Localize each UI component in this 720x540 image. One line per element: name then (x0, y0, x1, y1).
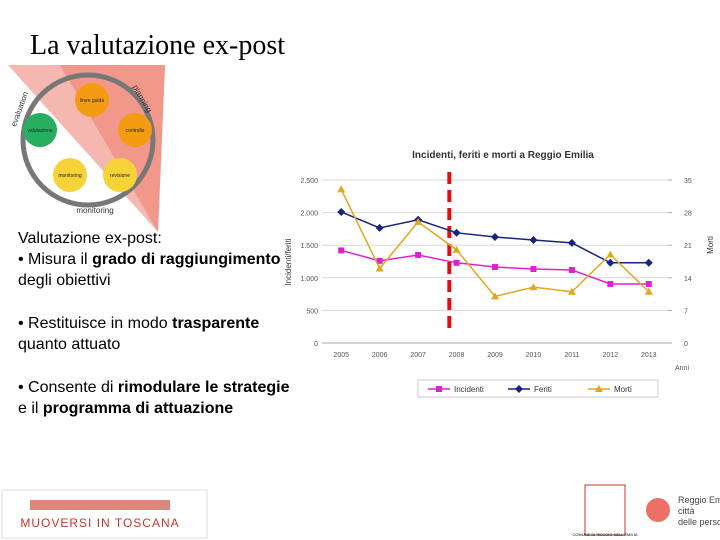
y2-tick-label: 28 (684, 211, 692, 218)
point (606, 258, 615, 267)
node-label: revisione (110, 173, 130, 179)
point (338, 247, 345, 254)
point (529, 235, 538, 244)
bullet-segment: • Restituisce in modo (18, 315, 173, 332)
bullet-segment: rimodulare le strategie (117, 379, 290, 396)
cycle-diagram (8, 65, 165, 232)
point (376, 257, 383, 264)
legend-label: Morti (614, 385, 632, 394)
y-tick-label: 2.000 (300, 211, 318, 218)
x-tick-label: 2013 (641, 352, 657, 359)
bullet: • Misura il grado di raggiungimento degl… (18, 249, 290, 291)
node-label: controllo (126, 128, 145, 134)
bullet-segment: • Misura il (18, 251, 93, 268)
series-line (340, 188, 650, 298)
y2-tick-label: 14 (684, 276, 692, 283)
node (23, 113, 57, 147)
y-tick-label: 0 (314, 341, 318, 348)
point (491, 292, 499, 300)
x-tick-label: 2009 (487, 352, 503, 359)
x-tick-label: 2006 (372, 352, 388, 359)
bullet-segment: grado di raggiungimento (92, 251, 281, 268)
heading: Valutazione ex-post: (18, 230, 162, 247)
point (453, 259, 460, 266)
logo-train (30, 500, 170, 510)
x-tick-label: 2012 (603, 352, 619, 359)
point (644, 258, 653, 267)
node-label: monitoring (58, 173, 82, 179)
point (337, 207, 346, 216)
crest (584, 484, 626, 536)
point (567, 287, 576, 295)
legend-label: Incidenti (454, 385, 484, 394)
logo-mark (646, 498, 670, 522)
point (644, 287, 653, 295)
y2-tick-label: 7 (684, 308, 688, 315)
legend-label: Feriti (534, 385, 552, 394)
point (567, 238, 576, 247)
node (103, 158, 137, 192)
slide-title: La valutazione ex-post (30, 30, 286, 61)
x-tick-label: 2008 (449, 352, 465, 359)
legend-frame (417, 379, 659, 398)
y2-tick-label: 35 (684, 178, 692, 185)
logo-frame (1, 489, 208, 539)
point (607, 280, 614, 287)
bullet-segment: trasparente (172, 315, 260, 332)
point (515, 385, 523, 393)
x-tick-label: 2007 (410, 352, 426, 359)
bullet-segment: programma di attuazione (42, 400, 234, 417)
bullet: • Consente di rimodulare le strategie e … (18, 377, 290, 419)
point (606, 250, 615, 258)
node-label: linee guida (80, 98, 104, 104)
point (337, 185, 346, 193)
y-tick-label: 1.500 (300, 243, 318, 250)
y-tick-label: 1.000 (300, 276, 318, 283)
point (645, 280, 652, 287)
y2-tick-label: 21 (684, 243, 692, 250)
point (414, 217, 423, 225)
node-label: valutazione (27, 128, 53, 134)
point (452, 245, 461, 253)
point (530, 265, 537, 272)
point (492, 264, 498, 271)
bullet-text: Valutazione ex-post: • Misura il grado di… (18, 228, 290, 441)
point (375, 264, 384, 272)
point (568, 266, 575, 273)
x-axis-title: Anni (675, 365, 689, 372)
logo-text: Reggio Emilia (678, 495, 720, 505)
y2-tick-label: 0 (684, 341, 688, 348)
bullet-segment: degli obiettivi (18, 272, 111, 289)
x-tick-label: 2005 (333, 352, 349, 359)
y-axis-title: Incidenti/feriti (284, 238, 293, 285)
point (491, 233, 499, 242)
point (436, 386, 442, 392)
bullet-segment: e il (18, 400, 43, 417)
bullet: • Restituisce in modo trasparente quanto… (18, 313, 290, 355)
bullet-segment: • Consente di (18, 379, 118, 396)
logo-text: città (678, 506, 695, 516)
y-tick-label: 2.500 (300, 178, 318, 185)
node (118, 113, 152, 147)
y-tick-label: 500 (306, 308, 318, 315)
crest-text: COMUNE DI REGGIO NELL'EMILIA (573, 532, 638, 537)
logo-text: delle persone (678, 517, 720, 527)
node (75, 83, 109, 117)
x-tick-label: 2010 (526, 352, 542, 359)
point (595, 385, 603, 392)
point (375, 223, 384, 232)
bullet-segment: quanto attuato (18, 336, 121, 353)
node (53, 158, 87, 192)
y2-axis-title: Morti (706, 236, 715, 254)
cycle-ring (20, 72, 156, 208)
chart-title: Incidenti, feriti e morti a Reggio Emili… (412, 150, 594, 161)
point (415, 251, 422, 258)
logo-text: MUOVERSI IN TOSCANA (20, 516, 179, 530)
point (452, 228, 461, 237)
arc-label: monitoring (76, 206, 113, 215)
x-tick-label: 2011 (564, 352, 579, 359)
point (529, 283, 538, 291)
